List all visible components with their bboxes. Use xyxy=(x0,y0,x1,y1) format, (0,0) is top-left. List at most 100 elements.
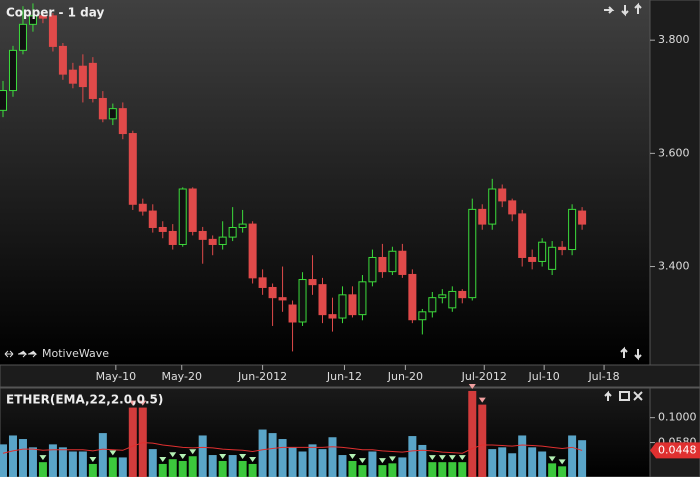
x-tick-label: Jul-10 xyxy=(528,370,560,383)
bar xyxy=(78,451,87,477)
y-tick-label: 0.1000 xyxy=(658,411,697,424)
candle-body xyxy=(88,62,97,99)
candle-body xyxy=(568,208,577,251)
signal-marker xyxy=(129,400,137,406)
candle-body xyxy=(358,281,367,316)
candle-body xyxy=(188,188,197,232)
bar xyxy=(48,444,57,477)
signal-marker xyxy=(179,453,187,459)
candle-body xyxy=(428,297,437,313)
bar xyxy=(318,449,327,477)
bar xyxy=(488,449,497,477)
candle-body xyxy=(18,23,27,51)
candle-body xyxy=(528,256,537,262)
bar xyxy=(428,462,437,477)
candle-body xyxy=(508,200,517,215)
bar xyxy=(348,460,357,477)
bar xyxy=(328,437,337,477)
indicator-axis-panel xyxy=(649,387,700,477)
bar xyxy=(358,465,367,477)
bar xyxy=(88,463,97,477)
candle-body xyxy=(38,15,47,19)
candle-body xyxy=(328,314,337,319)
candle-body xyxy=(548,246,557,270)
signal-marker xyxy=(249,456,257,462)
indicator-title: ETHER(EMA,22,2.0,0.5) xyxy=(6,393,163,407)
bar xyxy=(108,457,117,477)
candle-body xyxy=(248,223,257,279)
candle-body xyxy=(0,90,7,111)
candle-body xyxy=(348,294,357,316)
bar xyxy=(558,466,567,477)
bar xyxy=(478,404,487,477)
signal-marker xyxy=(388,456,396,462)
x-tick-label: Jun-2012 xyxy=(237,370,287,383)
candle-body xyxy=(68,69,77,84)
candle-body xyxy=(178,188,187,245)
candle-body xyxy=(388,250,397,273)
candle-body xyxy=(578,210,587,225)
bar xyxy=(528,447,537,477)
candle-body xyxy=(228,226,237,238)
candle-body xyxy=(478,208,487,225)
signal-marker xyxy=(139,400,147,406)
bar xyxy=(548,463,557,477)
bar xyxy=(28,447,37,477)
bar xyxy=(148,449,157,477)
bar xyxy=(38,462,47,477)
candle-body xyxy=(288,304,297,323)
y-tick-label: 3.400 xyxy=(658,260,690,273)
signal-marker xyxy=(448,455,456,461)
candle-body xyxy=(268,286,277,299)
signal-marker xyxy=(378,458,386,464)
signal-marker xyxy=(428,455,436,461)
nav-icons[interactable] xyxy=(4,2,643,401)
candle-body xyxy=(78,65,87,88)
candle-body xyxy=(138,203,147,212)
bar xyxy=(188,456,197,477)
bar xyxy=(498,447,507,477)
bar xyxy=(18,439,27,477)
y-tick-label: 3.800 xyxy=(658,33,690,46)
signal-marker xyxy=(358,458,366,464)
signal-marker xyxy=(219,453,227,459)
bar xyxy=(208,455,217,477)
bar xyxy=(458,462,467,477)
bar xyxy=(468,390,477,477)
bar xyxy=(218,460,227,477)
candle-body xyxy=(98,97,107,120)
candle-body xyxy=(398,250,407,275)
candle-body xyxy=(318,284,327,316)
bar xyxy=(98,433,107,477)
signal-marker xyxy=(558,459,566,465)
candle-body xyxy=(488,188,497,225)
candle-body xyxy=(128,133,137,205)
candle-body xyxy=(168,230,177,245)
signal-marker xyxy=(89,456,97,462)
bar xyxy=(278,439,287,477)
candle-body xyxy=(48,15,57,47)
bar xyxy=(258,429,267,477)
candle-body xyxy=(58,45,67,75)
date-axis-panel xyxy=(0,364,700,388)
x-tick-label: Jun-20 xyxy=(387,370,423,383)
candle-body xyxy=(298,279,307,323)
candle-body xyxy=(198,230,207,240)
last-value-box xyxy=(650,442,700,459)
bar xyxy=(438,462,447,477)
candle-body xyxy=(378,256,387,273)
y-tick-label: 3.600 xyxy=(658,146,690,159)
candle-body xyxy=(538,241,547,262)
candle-body xyxy=(158,226,167,232)
bar xyxy=(118,457,127,477)
x-tick-label: May-20 xyxy=(161,370,202,383)
bar xyxy=(508,453,517,477)
bar xyxy=(168,459,177,477)
candle-body xyxy=(448,290,457,309)
candle-body xyxy=(468,208,477,299)
bar xyxy=(288,447,297,477)
candle-body xyxy=(558,246,567,251)
bar xyxy=(308,444,317,477)
bar xyxy=(518,435,527,477)
